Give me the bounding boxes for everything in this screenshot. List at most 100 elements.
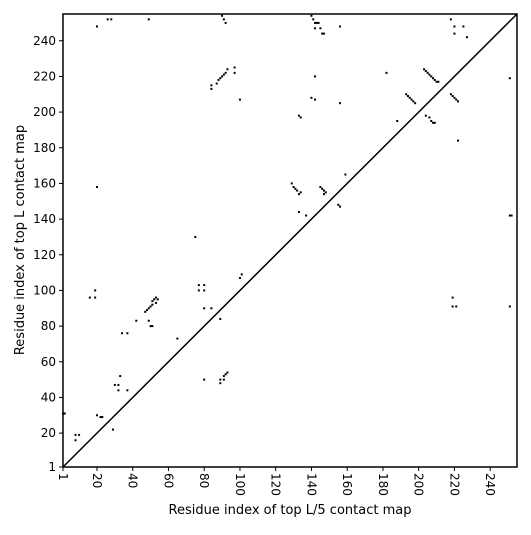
contact-point [215,82,218,85]
contact-point [457,100,460,103]
x-tick-label: 180 [376,473,390,496]
contact-point [63,412,66,415]
contact-point [406,95,409,98]
y-tick-label: 240 [33,34,56,48]
contact-point [462,25,465,28]
contact-point [210,87,213,90]
contact-point [294,187,297,190]
contact-point [112,428,115,431]
contact-point [396,120,399,123]
contact-point [290,182,293,185]
contact-point [94,296,97,299]
contact-point [299,116,302,119]
contact-point [457,139,460,142]
y-tick-label: 60 [41,355,56,369]
contact-point [154,296,157,299]
contact-point [319,27,322,30]
x-tick-label: 140 [304,473,318,496]
contact-point [126,332,129,335]
contact-point [405,93,408,96]
contact-point [224,21,227,24]
contact-point [176,337,179,340]
contact-point [317,21,320,24]
contact-point [238,98,241,101]
contact-point [430,75,433,78]
contact-point [451,305,454,308]
contact-point [113,383,116,386]
contact-point [203,289,206,292]
diagonal [62,13,518,468]
y-tick-label: 160 [33,176,56,190]
y-tick-label: 1 [48,460,56,474]
contact-point [210,84,213,87]
contact-point [344,173,347,176]
contact-point [508,77,511,80]
contact-point [423,68,426,71]
y-tick-label: 200 [33,105,56,119]
contact-point [153,298,156,301]
contact-point [95,414,98,417]
contact-point [426,71,429,74]
x-tick-label: 220 [447,473,461,496]
contact-point [149,305,152,308]
contact-point [453,32,456,35]
contact-point [453,25,456,28]
contact-point [428,73,431,76]
contact-point [149,325,152,328]
contact-point [310,96,313,99]
y-tick-label: 80 [41,319,56,333]
contact-point [337,203,340,206]
contact-point [221,75,224,78]
contact-point [203,307,206,310]
contact-point [455,98,458,101]
x-tick-label: 20 [90,473,104,488]
contact-point [233,66,236,69]
y-tick-label: 120 [33,248,56,262]
contact-point [437,80,440,83]
contact-point [305,214,308,217]
contact-point [508,214,511,217]
contact-point [219,317,222,320]
contact-point [151,300,154,303]
contact-point [451,296,454,299]
contact-point [101,416,104,419]
contact-point [508,305,511,308]
contact-point [428,116,431,119]
contact-point [154,301,157,304]
contact-point [194,235,197,238]
contact-point [292,185,295,188]
contact-point [315,21,318,24]
contact-point [414,102,417,105]
y-axis-label: Residue index of top L contact map [13,125,28,355]
contact-point [433,121,436,124]
contact-point [222,73,225,76]
contact-point [147,307,150,310]
contact-point [314,75,317,78]
contact-point [95,25,98,28]
contact-point [296,189,299,192]
contact-point [314,21,317,24]
contact-point [74,433,77,436]
contact-point [219,378,222,381]
contact-point [222,375,225,378]
y-tick-label: 140 [33,212,56,226]
contact-point [321,187,324,190]
contact-point [324,191,327,194]
contact-point [110,18,113,21]
contact-point [156,298,159,301]
contact-point [449,18,452,21]
x-tick-label: 1 [56,473,70,481]
contact-point [339,205,342,208]
contact-point [221,14,224,17]
contact-point [322,32,325,35]
contact-point [106,18,109,21]
contact-point [299,191,302,194]
contact-point [99,416,102,419]
contact-point [224,373,227,376]
contact-point [151,303,154,306]
x-tick-label: 160 [340,473,354,496]
contact-point [455,305,458,308]
contact-point [95,185,98,188]
contact-point [430,120,433,123]
